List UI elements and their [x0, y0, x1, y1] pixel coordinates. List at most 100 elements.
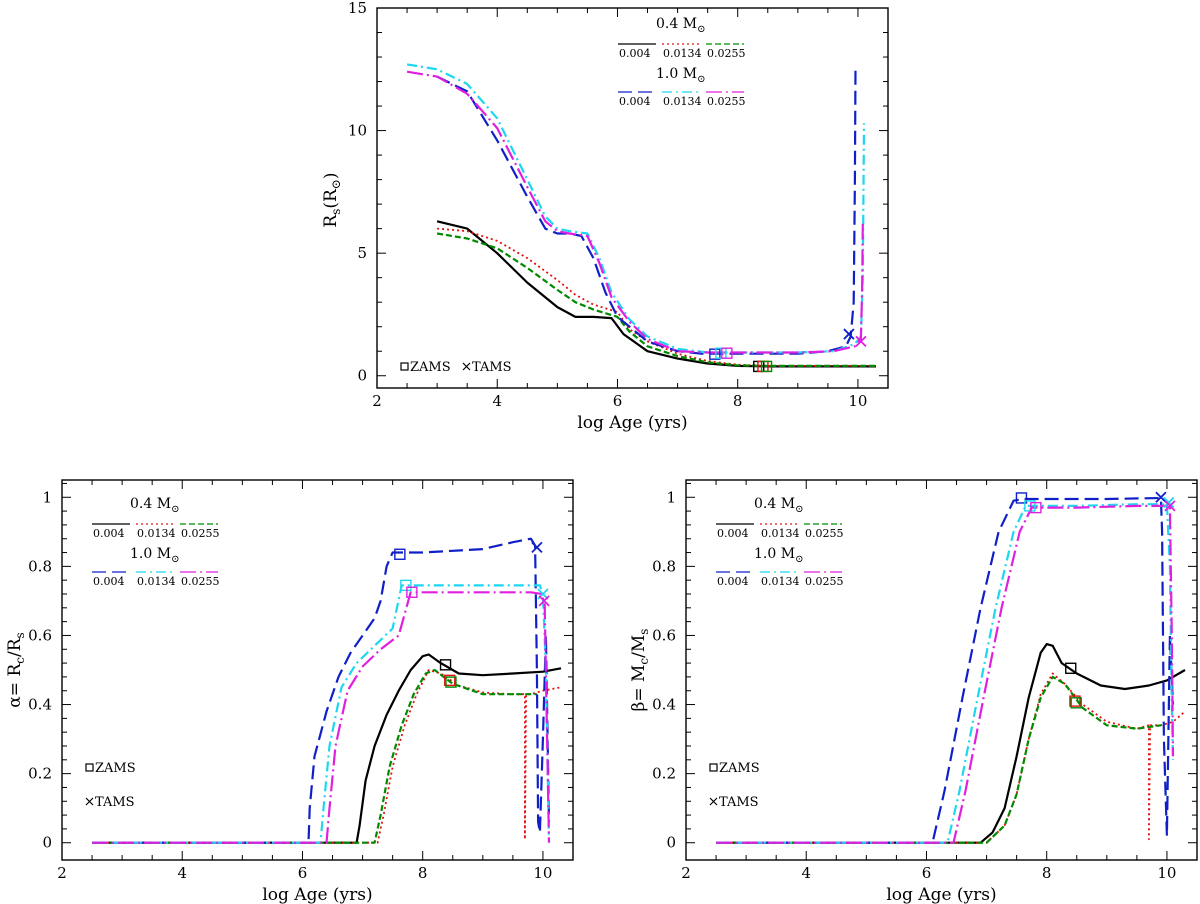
zams-marker: [1070, 697, 1082, 709]
legend-z-label: 0.0255: [181, 527, 220, 540]
y-tick-label: 0.4: [652, 696, 676, 714]
label-part: s: [13, 632, 27, 638]
legend-z-label: 0.0134: [663, 47, 702, 60]
tams-key-icon: [85, 797, 94, 806]
zams-marker: [1065, 662, 1077, 674]
y-tick-label: 1: [666, 488, 676, 506]
x-tick-label: 6: [298, 864, 308, 882]
series-line-blue: [436, 66, 857, 355]
x-tick-label: 10: [1157, 864, 1176, 882]
tams-marker: [1163, 496, 1175, 509]
y-axis-label: α= Rc/Rs: [5, 632, 27, 707]
label-part: 1.0 M: [754, 546, 795, 562]
y-tick-label: 0.8: [652, 557, 676, 575]
tams-marker: [531, 541, 543, 554]
series-line-red: [92, 669, 562, 844]
label-part: ⊙: [171, 554, 179, 565]
label-part: R: [321, 214, 341, 228]
x-tick-label: 2: [57, 864, 67, 882]
label-part: /R: [5, 637, 25, 657]
y-tick-label: 15: [348, 0, 367, 17]
x-tick-label: 6: [613, 392, 623, 410]
legend-z-label: 0.0134: [761, 527, 800, 540]
series-line-magenta: [406, 70, 864, 354]
zams-marker: [445, 676, 457, 688]
series-line-red: [437, 227, 876, 367]
legend-mass-0.4: 0.4 M⊙: [130, 496, 179, 515]
tams-marker: [1155, 491, 1167, 503]
zams-marker: [760, 360, 773, 373]
legend-z-label: 0.0255: [181, 575, 220, 588]
chart-panel-bottom-right: 2 4 6 8 10 0 0.2 0.4 0.6 0.8 1 log Age (yrs) β= Mc/M…: [629, 479, 1198, 904]
y-tick-label: 0.6: [28, 626, 52, 644]
legend-mass-0.4: 0.4 M⊙: [656, 16, 705, 35]
tams-marker: [538, 595, 550, 607]
zams-marker: [1015, 492, 1028, 504]
tams-marker: [1164, 500, 1176, 512]
label-part: (R: [321, 188, 341, 209]
plot-frame: [376, 7, 889, 389]
label-part: 0.4 M: [656, 16, 697, 32]
y-tick-label: 0.8: [28, 557, 52, 575]
x-tick-label: 2: [681, 864, 691, 882]
series-line-green: [436, 232, 876, 367]
zams-key-label: ZAMS: [410, 360, 451, 375]
series-line-cyan: [92, 584, 551, 844]
label-part: c: [637, 658, 651, 665]
legend-mass-0.4: 0.4 M⊙: [754, 496, 803, 515]
label-part: /M: [629, 635, 649, 658]
x-tick-label: 10: [533, 864, 552, 882]
x-tick-label: 8: [733, 392, 743, 410]
series-line-black: [716, 643, 1186, 844]
y-axis-label: β= Mc/Ms: [629, 629, 651, 712]
legend-z-label: 0.0255: [707, 47, 746, 60]
zams-marker: [1024, 500, 1036, 512]
label-part: β= M: [629, 665, 649, 712]
legend-z-label: 0.004: [93, 575, 125, 588]
label-part: ⊙: [795, 504, 803, 515]
zams-marker: [406, 586, 418, 598]
label-part: 0.4 M: [130, 496, 171, 512]
zams-key-label: ZAMS: [719, 761, 760, 776]
zams-marker: [444, 674, 456, 687]
x-axis-label: log Age (yrs): [886, 885, 996, 904]
legend-mass-1.0: 1.0 M⊙: [754, 546, 803, 565]
legend-z-label: 0.004: [619, 47, 651, 60]
plot-frame: [685, 479, 1198, 861]
zams-key-icon: [85, 763, 94, 772]
label-part: 1.0 M: [130, 546, 171, 562]
y-tick-label: 0: [42, 834, 52, 852]
label-part: s: [329, 209, 343, 215]
label-part: ⊙: [171, 504, 179, 515]
label-part: ⊙: [329, 179, 343, 189]
label-part: 0.4 M: [754, 496, 795, 512]
series-line-green: [716, 675, 1162, 844]
zams-key-icon: [400, 362, 409, 371]
x-tick-label: 8: [1042, 864, 1052, 882]
y-tick-label: 5: [357, 244, 367, 262]
y-tick-label: 0: [357, 367, 367, 385]
series-line-green: [92, 668, 537, 844]
x-axis-label: log Age (yrs): [262, 885, 372, 904]
tams-key-label: TAMS: [95, 795, 135, 810]
legend-z-label: 0.004: [93, 527, 125, 540]
y-tick-label: 0.4: [28, 696, 52, 714]
x-tick-label: 6: [922, 864, 932, 882]
x-tick-label: 4: [492, 392, 502, 410]
zams-marker: [721, 347, 733, 359]
x-tick-label: 10: [848, 392, 867, 410]
legend-z-label: 0.0255: [707, 95, 746, 108]
zams-marker: [1030, 501, 1042, 514]
legend-z-label: 0.0134: [137, 527, 176, 540]
tams-marker: [855, 335, 867, 348]
zams-marker: [400, 579, 412, 592]
legend-z-label: 0.0134: [663, 95, 702, 108]
legend-z-label: 0.0255: [805, 527, 844, 540]
series-group: [92, 537, 562, 844]
legend-z-label: 0.004: [717, 575, 749, 588]
legend-z-label: 0.004: [717, 527, 749, 540]
zams-marker: [709, 348, 721, 360]
series-line-blue: [92, 537, 551, 844]
